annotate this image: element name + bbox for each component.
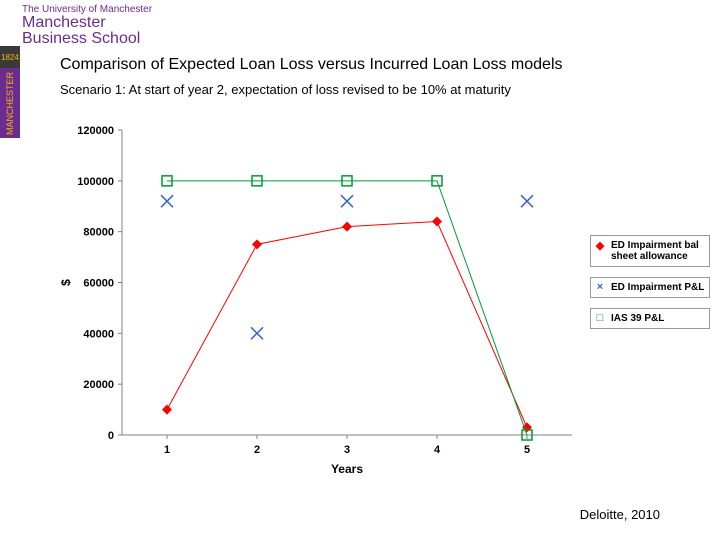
svg-text:100000: 100000 [77,176,114,188]
badge-year: 1824 [0,46,20,68]
legend-label: IAS 39 P&L [611,313,664,324]
svg-text:2: 2 [254,444,260,456]
legend-marker-icon: □ [595,313,605,323]
svg-text:40000: 40000 [83,328,114,340]
svg-text:Years: Years [331,462,363,476]
chart-area: 0 20000 40000 60000 80000 100000 120000 1 2 3 4 5 Ye… [52,110,582,480]
svg-text:0: 0 [108,430,114,442]
legend-item: × ED Impairment P&L [590,277,710,298]
legend-label: ED Impairment bal sheet allowance [611,240,705,262]
logo-block: The University of Manchester Manchester … [22,4,212,42]
page-title: Comparison of Expected Loan Loss versus … [60,56,563,74]
logo-school-line1: Manchester [22,15,212,31]
svg-text:20000: 20000 [83,379,114,391]
page-subtitle: Scenario 1: At start of year 2, expectat… [60,82,511,97]
badge-vertical: MANCHESTER [0,68,20,138]
svg-text:120000: 120000 [77,125,114,137]
legend-label: ED Impairment P&L [611,282,704,293]
svg-text:5: 5 [524,444,530,456]
legend-marker-icon: × [595,282,605,292]
svg-text:80000: 80000 [83,227,114,239]
svg-text:4: 4 [434,444,441,456]
svg-text:3: 3 [344,444,350,456]
legend-item: □ IAS 39 P&L [590,308,710,329]
chart-svg: 0 20000 40000 60000 80000 100000 120000 1 2 3 4 5 Ye… [52,110,582,480]
svg-text:60000: 60000 [83,278,114,290]
logo-school-line2: Business School [22,31,212,47]
svg-text:1: 1 [164,444,170,456]
legend-marker-icon: ◆ [595,240,605,250]
source-label: Deloitte, 2010 [580,507,660,522]
legend: ◆ ED Impairment bal sheet allowance × ED Im… [590,235,710,339]
svg-text:$: $ [59,279,73,286]
legend-item: ◆ ED Impairment bal sheet allowance [590,235,710,267]
